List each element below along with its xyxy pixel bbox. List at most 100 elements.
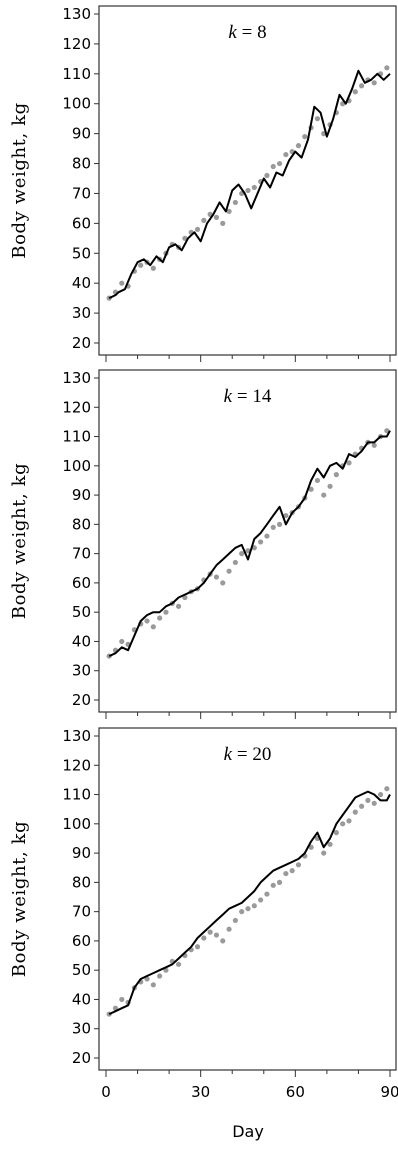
y-tick-label: 70 bbox=[72, 545, 91, 563]
data-point bbox=[314, 116, 321, 122]
data-point bbox=[144, 618, 150, 624]
data-point bbox=[175, 961, 182, 967]
series-line bbox=[108, 69, 391, 300]
data-point bbox=[359, 803, 365, 809]
data-point bbox=[232, 199, 238, 206]
data-point bbox=[264, 172, 270, 179]
y-tick-label: 120 bbox=[62, 35, 91, 53]
data-point bbox=[276, 160, 283, 167]
data-point bbox=[283, 870, 289, 877]
x-axis-label: Day bbox=[232, 1122, 264, 1141]
data-point bbox=[119, 638, 125, 645]
data-point bbox=[157, 973, 163, 979]
y-tick-label: 60 bbox=[72, 932, 91, 950]
data-point bbox=[232, 917, 238, 924]
data-point bbox=[150, 624, 156, 630]
panel-title: k = 8 bbox=[228, 22, 266, 43]
y-axis-label: Body weight, kg bbox=[9, 102, 30, 259]
y-tick-label: 40 bbox=[72, 990, 91, 1008]
data-point bbox=[207, 929, 213, 935]
data-point bbox=[321, 850, 327, 856]
data-point bbox=[384, 65, 390, 71]
y-tick-label: 60 bbox=[72, 214, 91, 232]
plot-frame bbox=[98, 369, 397, 713]
data-point bbox=[283, 151, 289, 158]
y-axis-label: Body weight, kg bbox=[9, 463, 30, 620]
y-tick-label: 50 bbox=[72, 603, 91, 621]
y-tick-label: 120 bbox=[62, 756, 91, 774]
data-point bbox=[194, 944, 201, 950]
data-point bbox=[270, 524, 276, 530]
data-point bbox=[138, 262, 144, 268]
panel-title: k = 20 bbox=[224, 744, 272, 765]
data-point bbox=[352, 89, 358, 95]
data-point bbox=[251, 184, 257, 191]
data-point bbox=[157, 615, 163, 621]
data-point bbox=[239, 551, 245, 557]
data-point bbox=[276, 521, 283, 527]
x-tick-label: 0 bbox=[101, 1083, 111, 1101]
data-point bbox=[371, 442, 377, 448]
data-point bbox=[220, 938, 226, 944]
panel-title-value: = 20 bbox=[232, 744, 271, 765]
y-tick-label: 110 bbox=[62, 428, 91, 446]
data-point bbox=[226, 926, 232, 932]
data-point bbox=[220, 580, 226, 586]
data-point bbox=[213, 932, 220, 938]
data-point bbox=[245, 906, 251, 912]
chart-panel-3: 20 30 40 50 60 70 80 90 100 110 120 130 0 30 60 90 Body … bbox=[9, 727, 398, 1141]
data-point bbox=[194, 226, 201, 232]
data-point bbox=[119, 996, 125, 1003]
y-tick-label: 70 bbox=[72, 903, 91, 921]
data-point bbox=[264, 533, 270, 539]
data-point bbox=[352, 809, 358, 815]
y-axis-label: Body weight, kg bbox=[9, 821, 30, 978]
y-tick-label: 70 bbox=[72, 184, 91, 202]
y-tick-label: 50 bbox=[72, 961, 91, 979]
data-point bbox=[384, 786, 390, 792]
y-tick-label: 30 bbox=[72, 1020, 91, 1038]
data-point bbox=[346, 460, 352, 466]
data-point bbox=[289, 868, 295, 874]
data-point bbox=[264, 891, 270, 897]
data-point bbox=[226, 208, 232, 214]
x-tick-label: 90 bbox=[380, 1083, 398, 1101]
data-point bbox=[258, 897, 264, 903]
y-tick-label: 100 bbox=[62, 457, 91, 475]
data-point bbox=[377, 791, 384, 798]
panel-title-value: = 14 bbox=[232, 386, 272, 407]
data-point bbox=[359, 83, 365, 89]
data-point bbox=[245, 187, 251, 194]
data-point bbox=[270, 163, 276, 170]
data-point bbox=[346, 818, 352, 824]
y-tick-label: 90 bbox=[72, 844, 91, 862]
y-tick-label: 130 bbox=[62, 369, 91, 387]
data-point bbox=[201, 217, 207, 223]
plot-frame bbox=[98, 727, 397, 1071]
data-point bbox=[213, 214, 220, 220]
data-point bbox=[270, 882, 276, 888]
y-tick-label: 130 bbox=[62, 727, 91, 745]
y-tick-label: 40 bbox=[72, 274, 91, 292]
y-tick-label: 120 bbox=[62, 398, 91, 416]
data-point bbox=[371, 80, 377, 86]
data-point bbox=[314, 477, 321, 484]
y-tick-label: 130 bbox=[62, 5, 91, 23]
chart-panel-1: 20 30 40 50 60 70 80 90 100 110 120 130 Body weight,… bbox=[9, 5, 397, 362]
data-point bbox=[340, 821, 346, 827]
data-point bbox=[308, 486, 314, 492]
y-tick-label: 80 bbox=[72, 155, 91, 173]
chart-panel-2: 20 30 40 50 60 70 80 90 100 110 120 130 Body weight,… bbox=[9, 369, 397, 719]
data-point bbox=[258, 539, 264, 545]
y-tick-label: 20 bbox=[72, 691, 91, 709]
y-tick-label: 40 bbox=[72, 632, 91, 650]
data-point bbox=[308, 844, 314, 850]
data-point bbox=[251, 903, 257, 909]
y-tick-label: 100 bbox=[62, 815, 91, 833]
data-point bbox=[232, 559, 238, 566]
y-tick-label: 80 bbox=[72, 515, 91, 533]
data-point bbox=[371, 800, 377, 806]
plot-frame bbox=[98, 5, 397, 356]
y-tick-label: 80 bbox=[72, 873, 91, 891]
data-point bbox=[321, 492, 327, 498]
